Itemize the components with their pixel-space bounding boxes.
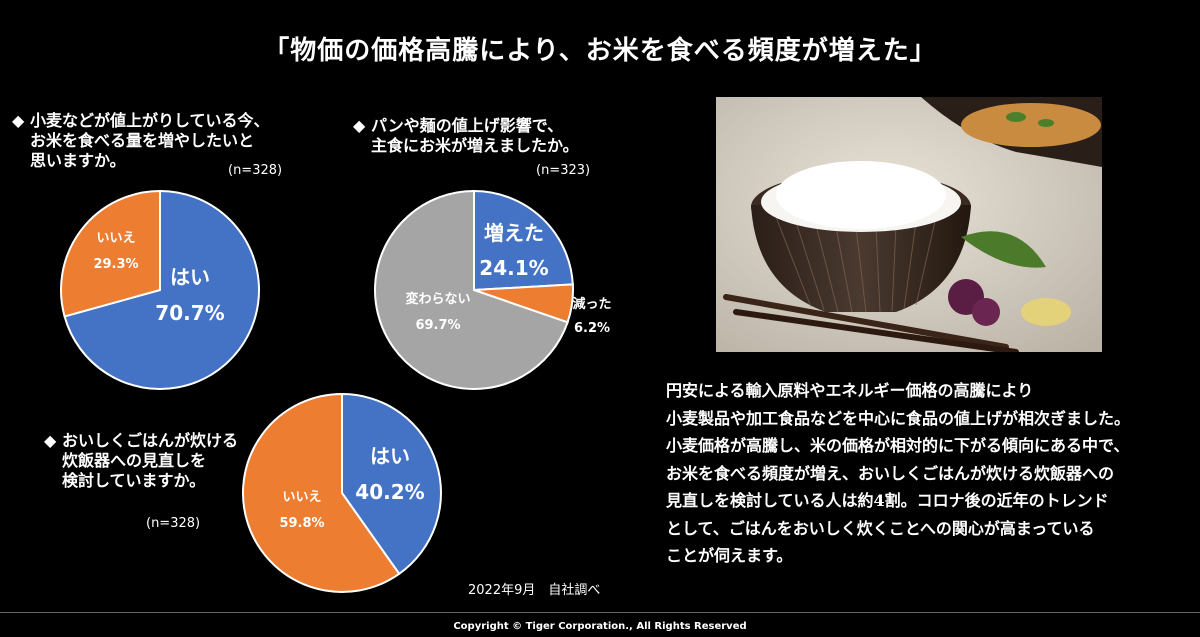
diamond-bullet-icon: ◆: [44, 431, 57, 450]
question-3-line-3: 検討していますか。: [62, 471, 206, 490]
slice-label: 増えた: [484, 221, 544, 245]
pie-slice-2: [374, 189, 569, 390]
description-text: 円安による輸入原料やエネルギー価格の高騰により 小麦製品や加工食品などを中心に食…: [666, 377, 1196, 570]
description-line: ことが伺えます。: [666, 546, 793, 565]
description-line: 見直しを検討している人は約4割。コロナ後の近年のトレンド: [666, 491, 1109, 510]
slice-value: 24.1%: [479, 256, 548, 280]
question-1-line-2: お米を食べる量を増やしたいと: [30, 131, 255, 150]
question-2: ◆ パンや麺の値上げ影響で、 主食にお米が増えましたか。: [353, 116, 579, 156]
slice-label: はい: [170, 265, 210, 289]
slice-value: 6.2%: [574, 321, 610, 336]
question-2-line-1: パンや麺の値上げ影響で、: [371, 116, 564, 135]
pie-slice-0: [341, 392, 442, 576]
pie-slice-1: [60, 189, 161, 318]
slice-value: 40.2%: [355, 480, 424, 504]
pie-chart-rice-cooker: はい 40.2% いいえ 59.8%: [242, 392, 442, 593]
slice-value: 69.7%: [415, 318, 460, 333]
question-1: ◆ 小麦などが値上がりしている今、 お米を食べる量を増やしたいと 思いますか。: [12, 111, 270, 171]
sample-size-2: (n=323): [536, 163, 591, 178]
survey-note: 2022年9月 自社調べ: [468, 583, 601, 598]
pie-slice-0: [63, 189, 260, 390]
pie-slice-1: [242, 392, 401, 593]
slice-value: 29.3%: [93, 257, 138, 272]
slice-label: いいえ: [96, 231, 135, 246]
slice-value: 59.8%: [279, 516, 324, 531]
slice-label: 変わらない: [405, 291, 470, 307]
description-line: 小麦製品や加工食品などを中心に食品の値上げが相次ぎました。: [666, 408, 1131, 428]
question-3: ◆ おいしくごはんが炊ける 炊飯器への見直しを 検討していますか。: [44, 431, 238, 491]
description-line: 小麦価格が高騰し、米の価格が相対的に下がる傾向にある中で、: [666, 436, 1130, 455]
rice-bowl-photo: [716, 97, 1102, 352]
pie-chart-rice-amount: はい 70.7% いいえ 29.3%: [60, 189, 260, 390]
question-2-line-2: 主食にお米が増えましたか。: [371, 136, 579, 155]
pie-chart-staple-food: 増えた 24.1% 減った 6.2% 変わらない 69.7%: [374, 189, 612, 390]
slice-label: はい: [370, 444, 410, 468]
slice-value: 70.7%: [155, 301, 224, 325]
description-line: として、ごはんをおいしく炊くことへの関心が高まっている: [666, 518, 1095, 538]
sample-size-3: (n=328): [146, 516, 201, 531]
question-1-line-1: 小麦などが値上がりしている今、: [30, 111, 270, 130]
description-line: お米を食べる頻度が増え、おいしくごはんが炊ける炊飯器への: [666, 463, 1115, 483]
slice-label: いいえ: [282, 490, 321, 505]
slice-label: 減った: [572, 296, 611, 312]
pie-slice-0: [473, 189, 574, 292]
diamond-bullet-icon: ◆: [12, 111, 25, 130]
question-1-line-3: 思いますか。: [30, 151, 126, 170]
question-3-line-1: おいしくごはんが炊ける: [62, 431, 239, 450]
question-3-line-2: 炊飯器への見直しを: [62, 451, 207, 470]
copyright: Copyright © Tiger Corporation., All Righ…: [453, 621, 747, 632]
diamond-bullet-icon: ◆: [353, 116, 366, 135]
sample-size-1: (n=328): [228, 163, 283, 178]
page-title: 「物価の価格高騰により、お米を食べる頻度が増えた」: [263, 36, 937, 66]
description-line: 円安による輸入原料やエネルギー価格の高騰により: [666, 381, 1034, 400]
footer-divider: [0, 612, 1200, 613]
